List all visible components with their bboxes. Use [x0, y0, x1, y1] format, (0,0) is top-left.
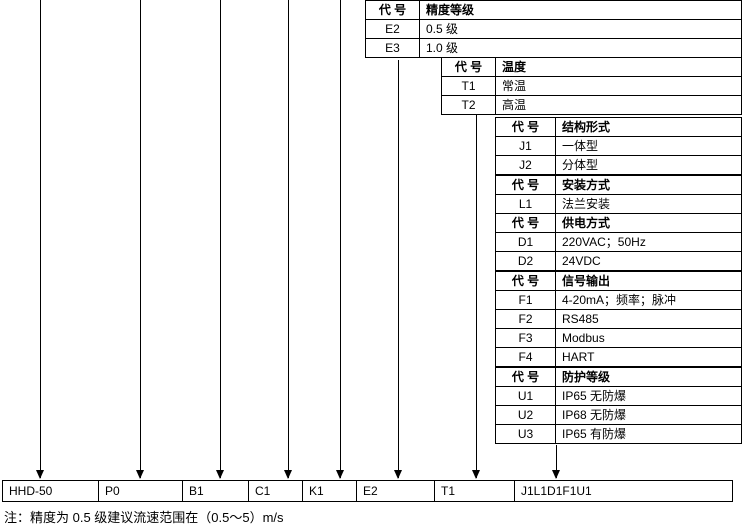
- desc-header: 安装方式: [556, 176, 742, 195]
- arrow-line: [556, 445, 557, 478]
- desc-cell: IP68 无防爆: [556, 406, 742, 425]
- desc-cell: 4-20mA；频率；脉冲: [556, 291, 742, 310]
- code-cell: J1: [496, 137, 556, 156]
- spec-table-0: 代 号精度等级E20.5 级E31.0 级: [365, 0, 742, 58]
- code-header: 代 号: [366, 1, 420, 20]
- arrow-line: [288, 0, 289, 478]
- code-header: 代 号: [496, 214, 556, 233]
- result-cell: E2: [357, 481, 435, 502]
- result-cell: HHD-50: [3, 481, 99, 502]
- desc-cell: 24VDC: [556, 252, 742, 271]
- code-cell: J2: [496, 156, 556, 175]
- code-cell: L1: [496, 195, 556, 214]
- desc-cell: 常温: [496, 77, 742, 96]
- code-cell: E3: [366, 39, 420, 58]
- desc-cell: HART: [556, 348, 742, 367]
- arrow-line: [140, 0, 141, 478]
- desc-cell: IP65 无防爆: [556, 387, 742, 406]
- code-cell: F2: [496, 310, 556, 329]
- code-cell: T1: [442, 77, 496, 96]
- result-cell: C1: [249, 481, 303, 502]
- desc-header: 结构形式: [556, 118, 742, 137]
- result-cell: P0: [99, 481, 183, 502]
- result-cell: T1: [435, 481, 515, 502]
- desc-cell: IP65 有防爆: [556, 425, 742, 444]
- desc-cell: Modbus: [556, 329, 742, 348]
- code-header: 代 号: [496, 118, 556, 137]
- desc-header: 温度: [496, 58, 742, 77]
- spec-table-4: 代 号供电方式D1220VAC；50HzD224VDC: [495, 213, 742, 271]
- desc-cell: RS485: [556, 310, 742, 329]
- code-header: 代 号: [496, 272, 556, 291]
- footnote: 注：精度为 0.5 级建议流速范围在（0.5～5）m/s: [4, 507, 284, 526]
- desc-cell: 一体型: [556, 137, 742, 156]
- arrow-line: [398, 60, 399, 478]
- spec-table-3: 代 号安装方式L1法兰安装: [495, 175, 742, 214]
- code-header: 代 号: [442, 58, 496, 77]
- spec-table-6: 代 号防护等级U1IP65 无防爆U2IP68 无防爆U3IP65 有防爆: [495, 367, 742, 444]
- code-cell: U2: [496, 406, 556, 425]
- code-cell: E2: [366, 20, 420, 39]
- arrow-line: [340, 0, 341, 478]
- result-cell: K1: [303, 481, 357, 502]
- code-cell: U3: [496, 425, 556, 444]
- spec-table-1: 代 号温度T1常温T2高温: [441, 57, 742, 115]
- arrow-line: [40, 0, 41, 478]
- desc-cell: 法兰安装: [556, 195, 742, 214]
- result-cell: J1L1D1F1U1: [515, 481, 733, 502]
- code-header: 代 号: [496, 368, 556, 387]
- spec-table-5: 代 号信号输出F14-20mA；频率；脉冲F2RS485F3ModbusF4HA…: [495, 271, 742, 367]
- code-cell: T2: [442, 96, 496, 115]
- arrow-line: [220, 0, 221, 478]
- code-cell: U1: [496, 387, 556, 406]
- desc-cell: 1.0 级: [420, 39, 742, 58]
- code-cell: F3: [496, 329, 556, 348]
- desc-header: 信号输出: [556, 272, 742, 291]
- desc-cell: 分体型: [556, 156, 742, 175]
- code-header: 代 号: [496, 176, 556, 195]
- code-cell: D1: [496, 233, 556, 252]
- code-cell: F1: [496, 291, 556, 310]
- desc-header: 供电方式: [556, 214, 742, 233]
- code-cell: F4: [496, 348, 556, 367]
- result-cell: B1: [183, 481, 249, 502]
- code-cell: D2: [496, 252, 556, 271]
- desc-header: 防护等级: [556, 368, 742, 387]
- desc-cell: 0.5 级: [420, 20, 742, 39]
- desc-header: 精度等级: [420, 1, 742, 20]
- arrow-line: [476, 115, 477, 478]
- desc-cell: 220VAC；50Hz: [556, 233, 742, 252]
- desc-cell: 高温: [496, 96, 742, 115]
- spec-table-2: 代 号结构形式J1一体型J2分体型: [495, 117, 742, 175]
- result-row: HHD-50P0B1C1K1E2T1J1L1D1F1U1: [2, 480, 733, 502]
